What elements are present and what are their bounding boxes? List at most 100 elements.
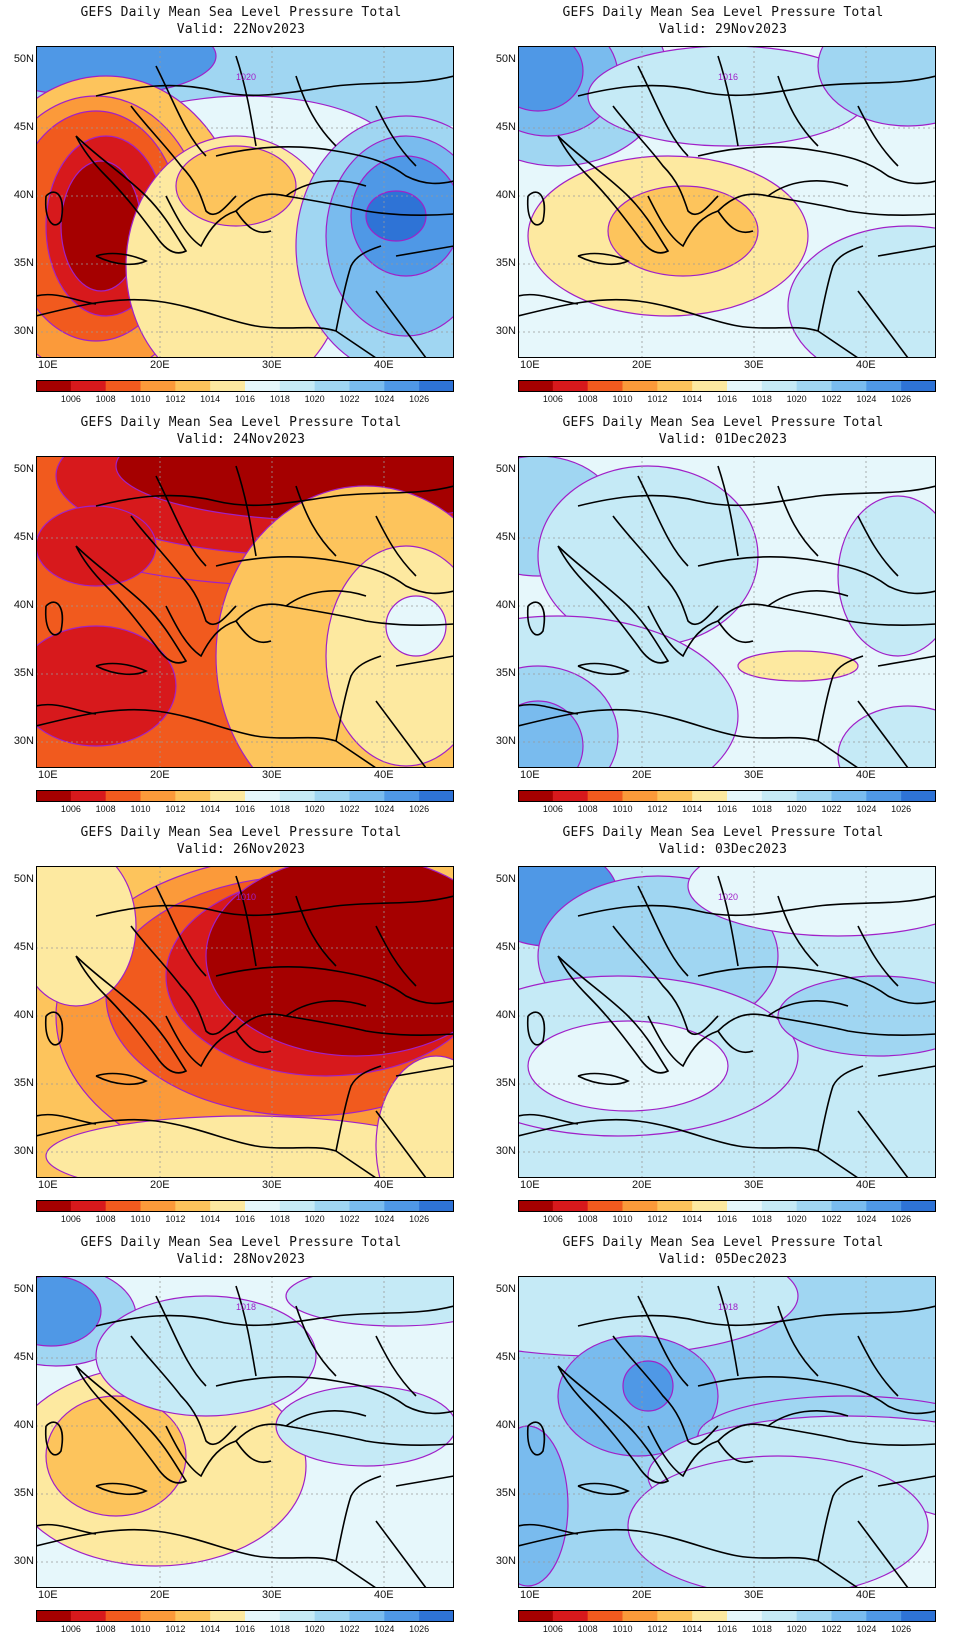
- coastline: [235, 193, 454, 217]
- colorbar-swatch: [279, 1610, 316, 1622]
- colorbar-level-label: 1010: [612, 1624, 633, 1634]
- coastline: [335, 1065, 382, 1152]
- coastline: [612, 1335, 719, 1446]
- colorbar-swatch: [314, 1200, 350, 1212]
- colorbar-swatch: [140, 1610, 176, 1622]
- lat-label: 50N: [13, 873, 34, 885]
- coastline: [165, 195, 272, 248]
- lat-label: 40N: [13, 1009, 34, 1021]
- contour-label: 1020: [718, 892, 738, 902]
- colorbar-swatch: [761, 380, 798, 392]
- pressure-region: [622, 1360, 674, 1412]
- coastline: [877, 655, 936, 667]
- pressure-region: [365, 190, 427, 242]
- coastline: [285, 1410, 367, 1427]
- lat-label: 30N: [13, 325, 34, 337]
- lon-label: 10E: [38, 359, 58, 371]
- lat-label: 40N: [495, 189, 516, 201]
- lon-label: 40E: [374, 359, 394, 371]
- coastline: [335, 1560, 377, 1588]
- colorbar-swatch: [587, 1610, 623, 1622]
- colorbar: [36, 1200, 454, 1212]
- colorbar-level-label: 1024: [856, 1624, 877, 1634]
- lon-label: 40E: [856, 769, 876, 781]
- colorbar-swatch: [518, 790, 554, 802]
- lat-label: 50N: [495, 873, 516, 885]
- colorbar-swatch: [384, 790, 420, 802]
- coastline: [95, 1482, 148, 1496]
- colorbar-level-label: 1006: [60, 394, 81, 404]
- lon-label: 30E: [744, 769, 764, 781]
- coastline: [577, 662, 630, 676]
- lat-label: 50N: [495, 1283, 516, 1295]
- coastline: [577, 1072, 630, 1086]
- colorbar-level-label: 1008: [95, 394, 116, 404]
- colorbar-level-label: 1022: [339, 394, 360, 404]
- colorbar-level-label: 1012: [647, 1214, 668, 1224]
- colorbar-swatch: [552, 380, 589, 392]
- coastline: [375, 925, 417, 987]
- colorbar-swatch: [901, 380, 936, 392]
- lat-label: 35N: [13, 1077, 34, 1089]
- colorbar-level-label: 1008: [577, 1624, 598, 1634]
- panel-valid-date: Valid: 26Nov2023: [176, 842, 306, 857]
- colorbar-level-label: 1014: [682, 394, 703, 404]
- colorbar-level-label: 1020: [786, 804, 807, 814]
- colorbar-swatch: [314, 790, 350, 802]
- colorbar-swatch: [692, 380, 728, 392]
- colorbar-swatch: [657, 380, 693, 392]
- colorbar-level-label: 1012: [165, 1624, 186, 1634]
- colorbar-level-label: 1014: [200, 804, 221, 814]
- colorbar-swatch: [761, 1200, 798, 1212]
- coastline: [155, 65, 207, 157]
- lon-label: 40E: [856, 359, 876, 371]
- colorbar-level-label: 1024: [374, 804, 395, 814]
- lat-label: 35N: [13, 257, 34, 269]
- lon-label: 10E: [520, 769, 540, 781]
- coastline: [375, 290, 427, 358]
- map-panel: GEFS Daily Mean Sea Level Pressure Total…: [482, 1230, 964, 1640]
- coastline: [155, 885, 207, 977]
- colorbar-swatch: [175, 790, 211, 802]
- pressure-region: [837, 705, 936, 768]
- colorbar-level-label: 1018: [751, 1214, 772, 1224]
- panel-valid-date: Valid: 05Dec2023: [658, 1252, 788, 1267]
- coastline: [697, 556, 936, 595]
- colorbar-level-label: 1022: [821, 1214, 842, 1224]
- coastline: [95, 485, 454, 507]
- colorbar-swatch: [105, 380, 141, 392]
- coastline: [95, 75, 454, 97]
- colorbar-level-label: 1012: [647, 1624, 668, 1634]
- colorbar: [518, 380, 936, 392]
- coastline: [75, 135, 188, 254]
- coastline: [817, 1065, 864, 1152]
- colorbar-level-label: 1026: [891, 1624, 912, 1634]
- lat-label: 50N: [13, 53, 34, 65]
- pressure-region: [175, 145, 297, 227]
- colorbar-swatch: [552, 1610, 589, 1622]
- colorbar-swatch: [901, 1200, 936, 1212]
- lat-label: 30N: [13, 1555, 34, 1567]
- coastline: [817, 740, 859, 768]
- lon-label: 20E: [632, 1589, 652, 1601]
- map-panel: GEFS Daily Mean Sea Level Pressure Total…: [482, 820, 964, 1230]
- pressure-region: [518, 700, 584, 768]
- colorbar-level-label: 1016: [716, 394, 738, 404]
- lon-label: 30E: [262, 1589, 282, 1601]
- coastline: [717, 465, 739, 557]
- coastline: [612, 515, 719, 626]
- pressure-region: [627, 1455, 929, 1588]
- coastline: [577, 895, 936, 917]
- lat-label: 45N: [495, 121, 516, 133]
- coastline: [577, 252, 630, 266]
- coastline: [335, 1150, 377, 1178]
- lat-label: 50N: [495, 53, 516, 65]
- colorbar-swatch: [761, 1610, 798, 1622]
- coastline: [335, 330, 377, 358]
- contour-label: 1018: [236, 1302, 256, 1312]
- coastline: [235, 603, 454, 627]
- coastline: [557, 955, 670, 1074]
- lat-label: 40N: [495, 599, 516, 611]
- coastline: [235, 1013, 454, 1037]
- colorbar-swatch: [419, 380, 454, 392]
